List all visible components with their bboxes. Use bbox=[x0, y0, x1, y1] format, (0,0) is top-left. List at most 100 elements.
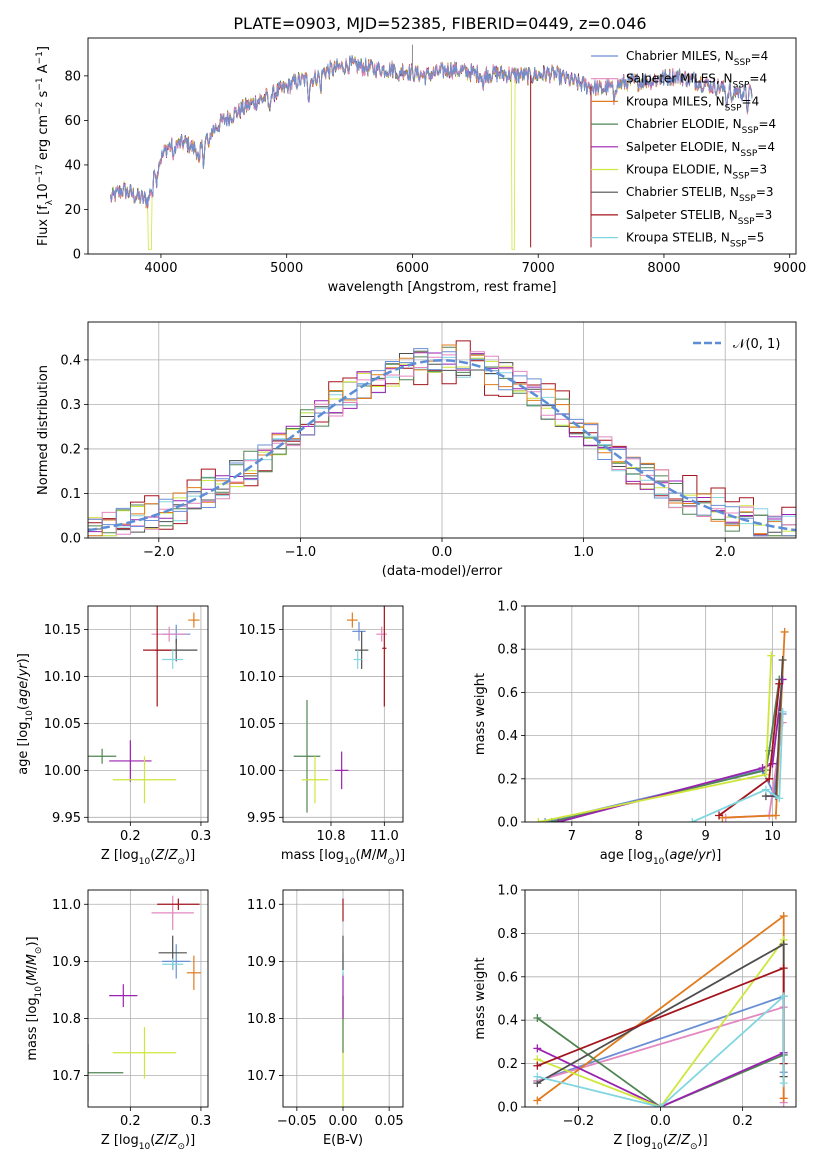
label-part: ⊙ bbox=[690, 1142, 698, 1152]
spectrum-y-axis-label: Flux [fλ10−17 erg cm−2 s−1 A−1] bbox=[35, 46, 55, 246]
x-tick-label: 7 bbox=[568, 829, 576, 844]
label-part: s bbox=[36, 90, 51, 101]
y-tick-label: 0.2 bbox=[497, 772, 518, 787]
x-tick-label: 5000 bbox=[270, 261, 303, 276]
label-part: Z bbox=[154, 848, 165, 863]
label-part: ( bbox=[25, 981, 40, 986]
label-part: / bbox=[694, 848, 699, 863]
axes-frame-weight_vs_age bbox=[524, 605, 797, 823]
weight-marker-salpeter-stelib bbox=[775, 679, 784, 688]
weight-marker-kroupa-miles bbox=[771, 811, 780, 820]
legend-text: Kroupa STELIB, N bbox=[626, 231, 730, 245]
weight_vs_age-x-axis-label: age [log10(age/yr)] bbox=[600, 848, 722, 867]
x-tick-label: 0.3 bbox=[191, 1114, 212, 1129]
x-tick-label: 0.0 bbox=[650, 1114, 671, 1129]
legend-sub: SSP bbox=[740, 149, 757, 159]
label-part: ( bbox=[16, 705, 31, 710]
legend-text: Kroupa MILES, N bbox=[626, 94, 725, 108]
axes-frame-mass_vs_Z bbox=[87, 889, 209, 1108]
label-part: λ bbox=[45, 199, 55, 205]
x-tick-label: 0.2 bbox=[120, 829, 141, 844]
axes-frame-spectrum bbox=[87, 37, 797, 255]
legend-eq: =4 bbox=[742, 94, 760, 108]
label-part: ⊙ bbox=[177, 1142, 185, 1152]
age_vs_Z-x-axis-label: Z [log10(Z/Z⊙)] bbox=[101, 848, 195, 867]
weight-marker-kroupa-miles bbox=[779, 1094, 788, 1103]
y-tick-label: 1.0 bbox=[497, 884, 518, 899]
weight-marker-kroupa-miles bbox=[779, 912, 788, 921]
weight-marker-salpeter-stelib bbox=[533, 1061, 542, 1070]
x-tick-label: 8 bbox=[635, 829, 643, 844]
spectrum-line-chabrier-miles bbox=[110, 55, 753, 207]
weight-marker-salpeter-stelib bbox=[715, 811, 724, 820]
x-tick-label: 4000 bbox=[144, 261, 177, 276]
panel-residuals: −2.0 −1.0 0.0 1.0 2.0 0.0 0.1 0.2 0.3 0.4 (data-mo… bbox=[36, 321, 797, 579]
axes-frame-age_vs_Z bbox=[87, 605, 209, 823]
plot-area bbox=[88, 606, 208, 822]
age_vs_mass-x-axis-label: mass [log10(M/M⊙)] bbox=[281, 848, 405, 867]
label-part: 10 bbox=[36, 183, 51, 200]
y-tick-label: 0.3 bbox=[60, 398, 81, 413]
legend-sub: SSP bbox=[733, 81, 750, 91]
y-tick-label: 0.4 bbox=[497, 729, 518, 744]
panel-spectrum: 4000 5000 6000 7000 8000 9000 0 20 40 60 80 wavelen… bbox=[35, 37, 806, 295]
label-part: A bbox=[36, 64, 51, 77]
label-part: Z [log bbox=[101, 848, 139, 863]
label-part: 10 bbox=[139, 1142, 151, 1152]
panel-mass_vs_EBV: −0.05 0.00 0.05 10.7 10.8 10.9 11.0 E(B-V) bbox=[247, 889, 404, 1148]
age_vs_Z-y-axis-label: age [log10(age/yr)] bbox=[16, 653, 35, 775]
label-part: 10 bbox=[651, 1142, 663, 1152]
y-tick-label: 1.0 bbox=[497, 600, 518, 615]
histogram-salpeter-stelib bbox=[88, 340, 796, 536]
weight-marker-chabrier-miles bbox=[541, 818, 550, 822]
y-tick-label: 0.0 bbox=[497, 1101, 518, 1116]
legend-label-kroupa-miles: Kroupa MILES, NSSP=4 bbox=[626, 94, 759, 113]
weight-marker-kroupa-stelib bbox=[779, 1079, 788, 1088]
axes-frame-mass_vs_EBV bbox=[282, 889, 404, 1108]
x-tick-label: 0.0 bbox=[432, 545, 453, 560]
weight-line-chabrier-elodie bbox=[536, 1017, 785, 1107]
legend-eq: =3 bbox=[755, 208, 773, 222]
label-part: age [log bbox=[16, 722, 31, 775]
label-part: )] bbox=[698, 1133, 708, 1148]
panel-weight_vs_Z: −0.2 0.0 0.2 0.0 0.2 0.4 0.6 0.8 1.0 mass weight Z… bbox=[473, 884, 797, 1152]
x-tick-label: 10 bbox=[764, 829, 781, 844]
y-tick-label: 10.9 bbox=[247, 955, 276, 970]
x-tick-label: 2.0 bbox=[715, 545, 736, 560]
y-tick-label: 11.0 bbox=[247, 898, 276, 913]
label-part: ( bbox=[664, 848, 669, 863]
weight-line-kroupa-elodie bbox=[538, 655, 773, 822]
weight-marker-kroupa-miles bbox=[780, 627, 789, 636]
legend-text: Chabrier ELODIE, N bbox=[626, 117, 742, 131]
label-part: yr bbox=[16, 662, 31, 678]
label-part: ⊙ bbox=[34, 947, 44, 955]
label-part: ⊙ bbox=[387, 857, 395, 867]
label-part: / bbox=[677, 1133, 682, 1148]
y-tick-label: 0.4 bbox=[60, 353, 81, 368]
label-part: erg cm bbox=[36, 115, 51, 164]
label-part: mass [log bbox=[281, 848, 344, 863]
label-part: / bbox=[164, 848, 169, 863]
x-tick-label: 0.05 bbox=[375, 1114, 404, 1129]
label-part: E(B-V) bbox=[323, 1133, 363, 1148]
weight-line-kroupa-stelib bbox=[537, 994, 785, 1107]
label-part: Z bbox=[168, 848, 179, 863]
axes-frame-weight_vs_Z bbox=[524, 889, 797, 1108]
legend-sub: SSP bbox=[725, 103, 742, 113]
x-tick-label: 10.8 bbox=[317, 829, 346, 844]
legend-text: Chabrier STELIB, N bbox=[626, 185, 739, 199]
weight-line-chabrier-miles bbox=[544, 713, 784, 822]
y-tick-label: 10.8 bbox=[247, 1012, 276, 1027]
weight-marker-salpeter-elodie bbox=[554, 818, 563, 822]
plot-area bbox=[525, 606, 796, 822]
label-part: / bbox=[25, 965, 40, 970]
label-part: )] bbox=[711, 848, 721, 863]
axes-frame-age_vs_mass bbox=[282, 605, 404, 823]
label-part: Normed distribution bbox=[36, 365, 51, 495]
residuals-x-axis-label: (data-model)/error bbox=[382, 564, 503, 579]
weight-line-salpeter-elodie bbox=[558, 679, 784, 822]
weight-line-salpeter-elodie bbox=[536, 1047, 785, 1107]
